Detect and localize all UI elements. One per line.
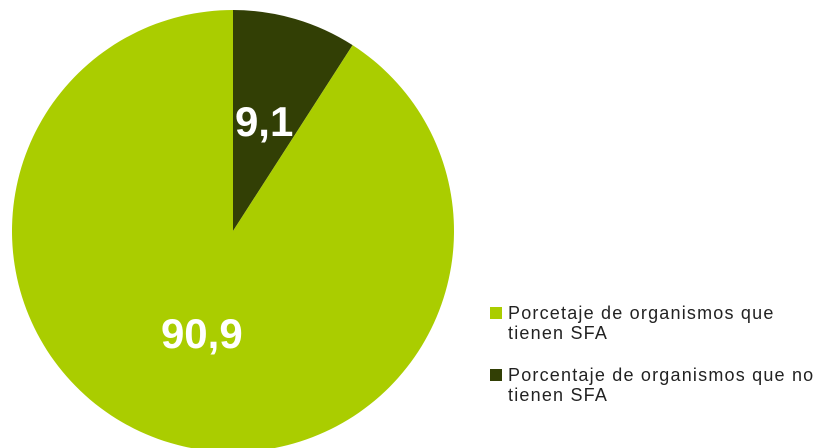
legend-swatch: [490, 369, 502, 381]
data-label: 9,1: [235, 98, 293, 145]
pie-slice: [12, 10, 454, 448]
pie-slice: [233, 10, 353, 231]
legend-item: Porcentaje de organismos que no tienen S…: [490, 365, 830, 405]
legend-label: Porcetaje de organismos que tienen SFA: [508, 303, 775, 343]
data-label: 90,9: [161, 310, 243, 357]
legend-label: Porcentaje de organismos que no tienen S…: [508, 365, 815, 405]
legend-swatch: [490, 307, 502, 319]
legend-item: Porcetaje de organismos que tienen SFA: [490, 303, 830, 343]
